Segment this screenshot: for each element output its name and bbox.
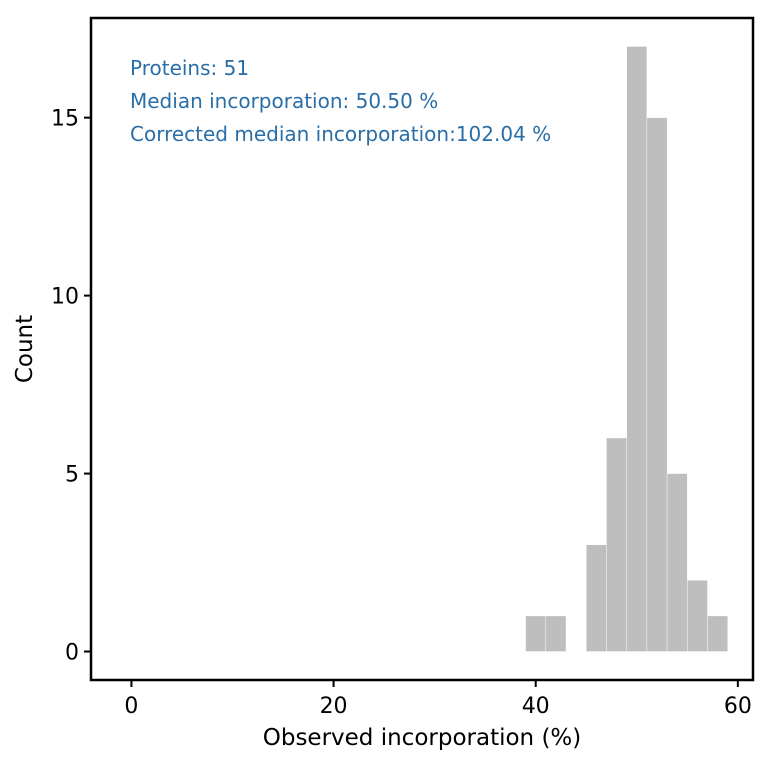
x-tick-label: 0 [124,694,138,719]
y-tick-label: 10 [51,285,79,310]
y-tick-label: 0 [65,641,79,666]
histogram-bar [606,437,627,652]
histogram-bar [525,615,547,652]
histogram-bar [666,473,688,652]
plot-frame [89,16,755,682]
histogram-bar [545,615,567,652]
x-axis-title: Observed incorporation (%) [263,725,582,751]
y-tick-label: 15 [51,107,79,132]
x-tick-label: 40 [522,694,550,719]
annotation-line: Median incorporation: 50.50 % [130,89,438,113]
y-tick-label: 5 [65,463,79,488]
histogram-bar [687,580,708,652]
annotation-line: Corrected median incorporation:102.04 % [130,122,551,146]
histogram-bar [646,117,668,652]
y-axis: 0 5 10 15 [51,107,91,666]
histogram-bar [586,544,607,652]
x-axis: 0 20 40 60 [124,680,752,719]
x-tick-label: 20 [320,694,348,719]
annotation-block: Proteins: 51 Median incorporation: 50.50 … [130,56,551,146]
y-axis-title: Count [12,315,38,383]
bars-group [525,46,728,652]
x-tick-label: 60 [724,694,752,719]
histogram-bar [626,46,648,652]
annotation-line: Proteins: 51 [130,56,249,80]
histogram-bar [707,615,728,652]
